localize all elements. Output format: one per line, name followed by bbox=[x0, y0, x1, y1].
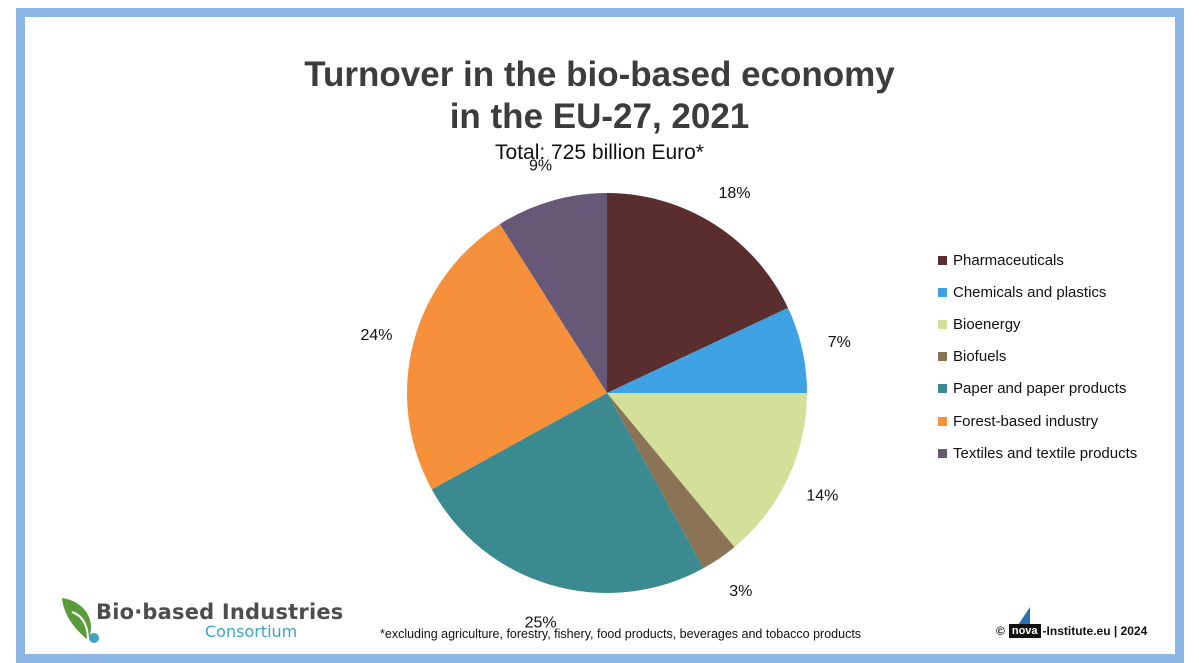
pie-slice-textiles-and-textile-products bbox=[499, 193, 607, 393]
copyright-symbol: © bbox=[996, 624, 1005, 638]
pie-slice-biofuels bbox=[607, 393, 735, 569]
chart-title-line-1: Turnover in the bio-based economy bbox=[304, 55, 895, 94]
data-label-paper-and-paper-products: 25% bbox=[525, 615, 557, 632]
legend-label: Paper and paper products bbox=[953, 380, 1127, 398]
bbi-leaf-logo bbox=[62, 598, 99, 643]
legend-swatch bbox=[938, 352, 947, 362]
pie-slice-chemicals-and-plastics bbox=[607, 307, 807, 393]
logo-subtitle: Consortium bbox=[205, 622, 298, 641]
legend-item-biofuels: Biofuels bbox=[938, 341, 1137, 373]
data-label-pharmaceuticals: 18% bbox=[719, 185, 751, 202]
legend-label: Bioenergy bbox=[953, 315, 1021, 333]
pie-slice-bioenergy bbox=[607, 393, 807, 548]
chart-title-line-2: in the EU-27, 2021 bbox=[449, 97, 750, 136]
pie-slice-paper-and-paper-products bbox=[431, 393, 704, 593]
legend-label: Chemicals and plastics bbox=[953, 283, 1107, 301]
legend-label: Textiles and textile products bbox=[953, 444, 1138, 462]
legend-swatch bbox=[938, 416, 947, 426]
legend-label: Biofuels bbox=[953, 348, 1007, 366]
nova-logo: nova bbox=[1008, 624, 1041, 638]
data-label-forest-based-industry: 24% bbox=[360, 327, 392, 344]
logo-name: Bio·based Industries bbox=[96, 600, 344, 624]
legend-item-bioenergy: Bioenergy bbox=[938, 308, 1137, 340]
legend-item-paper-and-paper-products: Paper and paper products bbox=[938, 373, 1137, 405]
data-label-biofuels: 3% bbox=[729, 583, 752, 600]
data-label-bioenergy: 14% bbox=[806, 487, 838, 504]
chart-title: Turnover in the bio-based economy in the… bbox=[0, 54, 1199, 138]
pie-slice-forest-based-industry bbox=[406, 224, 607, 490]
chart-legend: Pharmaceuticals Chemicals and plastics Bio… bbox=[938, 244, 1137, 469]
legend-item-textiles-and-textile-products: Textiles and textile products bbox=[938, 437, 1137, 469]
data-label-textiles-and-textile-products: 9% bbox=[529, 157, 552, 174]
legend-item-forest-based-industry: Forest-based industry bbox=[938, 405, 1137, 437]
pie-slice-pharmaceuticals bbox=[607, 193, 788, 393]
copyright-suffix: -Institute.eu | 2024 bbox=[1042, 624, 1148, 638]
nova-logo-fin bbox=[1018, 607, 1030, 625]
legend-swatch bbox=[938, 448, 947, 458]
chart-subtitle: Total: 725 billion Euro* bbox=[495, 141, 704, 164]
legend-label: Pharmaceuticals bbox=[953, 251, 1064, 269]
legend-swatch bbox=[938, 287, 947, 297]
legend-swatch bbox=[938, 255, 947, 265]
copyright-line: © nova -Institute.eu | 2024 bbox=[996, 624, 1147, 638]
legend-item-pharmaceuticals: Pharmaceuticals bbox=[938, 244, 1137, 276]
legend-label: Forest-based industry bbox=[953, 412, 1099, 430]
legend-swatch bbox=[938, 319, 947, 329]
chart-footnote: *excluding agriculture, forestry, fisher… bbox=[380, 627, 862, 641]
legend-item-chemicals-and-plastics: Chemicals and plastics bbox=[938, 276, 1137, 308]
data-label-chemicals-and-plastics: 7% bbox=[828, 334, 851, 351]
legend-swatch bbox=[938, 384, 947, 394]
